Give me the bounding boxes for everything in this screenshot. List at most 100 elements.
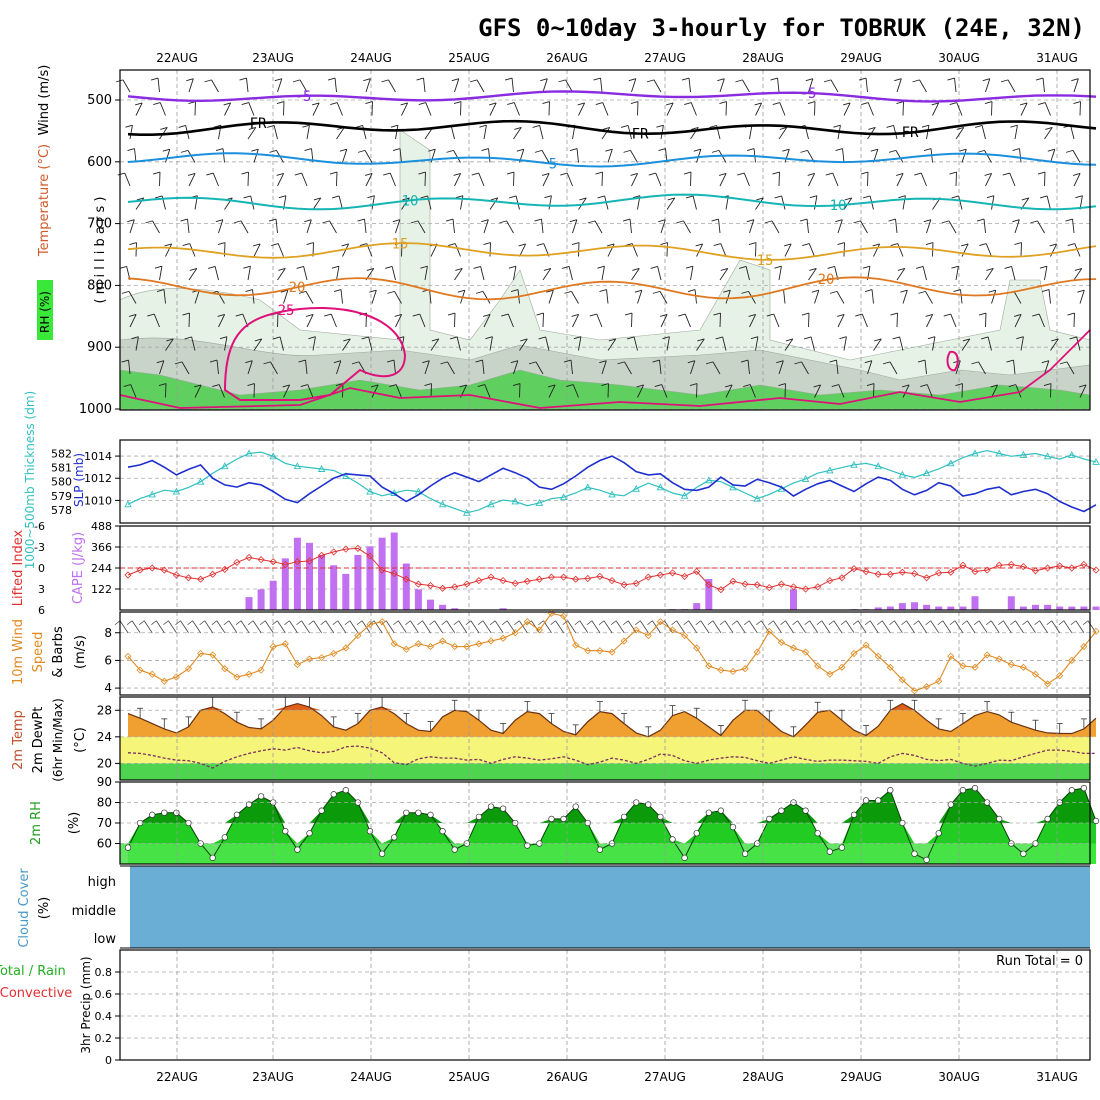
wind-barb-shaft [1072,219,1075,234]
wind-barb-flag [628,78,636,82]
wind-speed-marker [717,666,725,674]
wind-barb-flag [811,289,819,293]
wind-speed-marker [293,661,301,669]
wind-barb-shaft [192,620,201,633]
wind-barb-flag [542,101,550,104]
wind-barb-flag [223,620,230,626]
wind-speed-marker [414,640,422,648]
wind-barb-flag [534,218,542,222]
wind-speed-marker [378,618,386,626]
cape-bar [257,589,265,610]
wind-barb-flag [872,243,880,247]
wind-barb-shaft [773,620,782,633]
wind-barb-flag [877,620,883,626]
precip-tick-label: 0.2 [95,1032,113,1045]
cloud-axis-label: Cloud Cover [17,868,32,948]
wind-barb-shaft [821,620,831,633]
wind-barb-flag [341,243,349,247]
wind-barb-shaft [684,313,691,328]
li-tick-label: 3 [38,583,45,596]
wind-barb-flag [125,124,133,128]
wind-barb-flag [119,265,127,269]
lifted-index-marker [644,573,652,581]
wind-barb-flag [453,620,460,626]
li-tick-label: 6 [38,604,45,617]
wind-barb-shaft [270,361,278,375]
wind-barb-flag [652,290,661,294]
wind-speed-marker [184,665,193,673]
wind-barb-flag [998,620,1004,626]
cloud-unit-label: (%) [37,897,52,920]
wind-barb-shaft [1014,125,1018,140]
wind-barb-shaft [688,78,691,93]
wind-barb-flag [634,289,642,293]
wind-barb-shaft [578,336,582,351]
rh-band-low [120,843,1090,864]
pressure-tick-label: 900 [87,340,112,355]
run-total-label: Run Total = 0 [996,954,1083,969]
wind-barb-flag [1016,336,1024,340]
wind-barb-flag [1008,384,1016,387]
wind-barb-shaft [749,384,756,398]
thickness-marker [245,449,253,457]
lifted-index-marker [826,577,834,585]
wind-barb-flag [1075,195,1083,199]
wind-barb-flag [127,148,135,152]
cape-tick-label: 366 [91,541,112,554]
slp-tick-label: 1014 [84,450,112,463]
wind-barb-flag [306,242,314,245]
wind-barb-shaft [289,620,298,633]
wind-barb-flag [595,171,603,175]
rh2m-axis-label: 2m RH [29,801,44,845]
rh-marker [1092,817,1100,825]
wind-barb-flag [571,242,580,245]
wind-barb-flag [392,219,400,223]
lifted-index-marker [402,575,410,583]
wind-barb-flag [719,101,727,104]
lifted-index-marker [874,570,882,578]
temperature-unit-label: (°C) [73,727,88,753]
wind-barb-flag [481,148,489,152]
lifted-index-marker [281,560,289,569]
wind-barb-flag [1035,77,1044,81]
wind-barb-flag [1067,243,1075,246]
wind-speed-marker [463,643,471,651]
wind-barb-flag [163,620,169,626]
wind-barb-shaft [301,172,308,187]
wind-barb-shaft [228,620,238,633]
wind-barb-flag [874,338,882,342]
wind-barb-flag [542,172,550,176]
wind-barb-shaft [570,360,573,375]
wind-barb-flag [247,620,254,626]
wind-speed-marker [802,648,810,656]
wind-barb-shaft [248,102,255,116]
wind-barb-flag [707,620,714,626]
wind-barb-flag [280,289,288,293]
wind-barb-flag [445,218,454,222]
wind-barb-shaft [506,220,514,234]
wind-barb-shaft [395,314,403,328]
wind-barb-flag [544,195,552,199]
wind-barb-shaft [519,338,528,351]
wind-barb-flag [235,620,242,626]
wind-barb-shaft [542,173,550,187]
wind-barb-shaft [224,102,232,116]
rh-marker [729,823,737,831]
wind-barb-flag [961,620,968,626]
wind-speed-marker [487,637,495,645]
wind-barb-flag [569,148,578,152]
rh-marker [318,807,325,814]
wind-barb-flag [829,290,838,294]
wind-barb-flag [324,313,332,317]
wind-barb-shaft [365,173,373,187]
wind-barb-flag [986,267,994,271]
wind-barb-shaft [342,243,350,257]
wind-barb-flag [560,172,568,176]
wind-barb-flag [1041,360,1049,364]
rh-marker [645,801,652,808]
wind-barb-flag [416,77,424,81]
rh-marker [427,811,434,818]
temperature-area-hot [128,703,1096,711]
wind-barb-flag [453,101,462,104]
wind-barb-shaft [410,620,419,633]
